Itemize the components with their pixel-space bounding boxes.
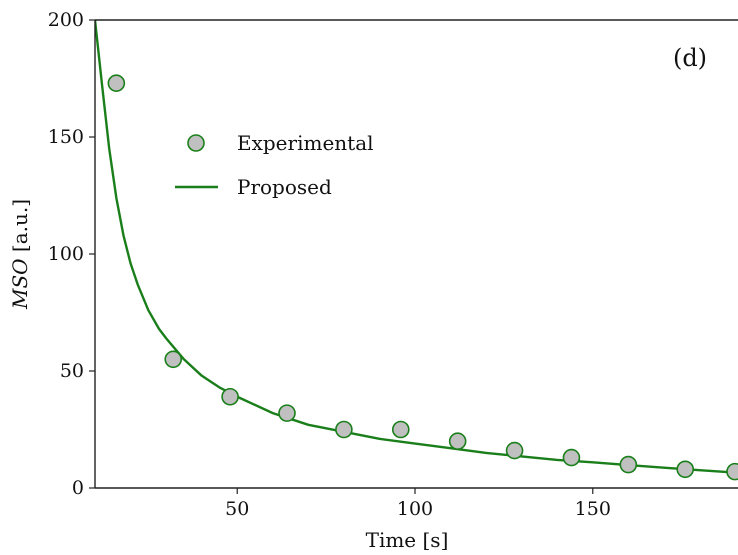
legend-label-proposed: Proposed — [237, 175, 332, 199]
y-tick-label: 0 — [72, 477, 84, 499]
y-tick-label: 150 — [48, 126, 84, 148]
y-axis-label-unit: [a.u.] — [8, 199, 32, 258]
experimental-point — [221, 387, 239, 406]
experimental-point — [505, 441, 524, 460]
experimental-point — [619, 455, 638, 474]
y-tick-label: 50 — [60, 360, 84, 382]
x-axis-label: Time [s] — [366, 528, 449, 552]
experimental-point — [726, 462, 738, 481]
y-axis-label-symbol: MSO — [8, 258, 32, 310]
experimental-point — [448, 432, 467, 451]
y-tick-label: 200 — [48, 9, 84, 31]
x-tick-label: 150 — [575, 498, 611, 520]
panel-label: (d) — [673, 44, 707, 72]
legend-label-experimental: Experimental — [237, 131, 374, 155]
axis-layer: 0 50 100 150 200 50 100 150 Time [s] MSO [a.u.] (d… — [8, 9, 738, 552]
experimental-point — [391, 420, 410, 439]
experimental-point — [107, 74, 126, 92]
experimental-point — [335, 420, 353, 439]
y-tick-label: 100 — [48, 243, 84, 265]
plot-layer — [95, 19, 738, 481]
proposed-line — [95, 19, 736, 474]
y-axis-label: MSO [a.u.] — [8, 199, 32, 310]
legend-marker-experimental — [187, 134, 205, 152]
legend: Experimental Proposed — [175, 131, 374, 199]
experimental-point — [676, 460, 695, 479]
x-tick-label: 50 — [225, 498, 249, 520]
experimental-point — [164, 350, 183, 369]
experimental-point — [278, 404, 296, 422]
x-tick-label: 100 — [397, 498, 433, 520]
experimental-point — [562, 448, 581, 467]
